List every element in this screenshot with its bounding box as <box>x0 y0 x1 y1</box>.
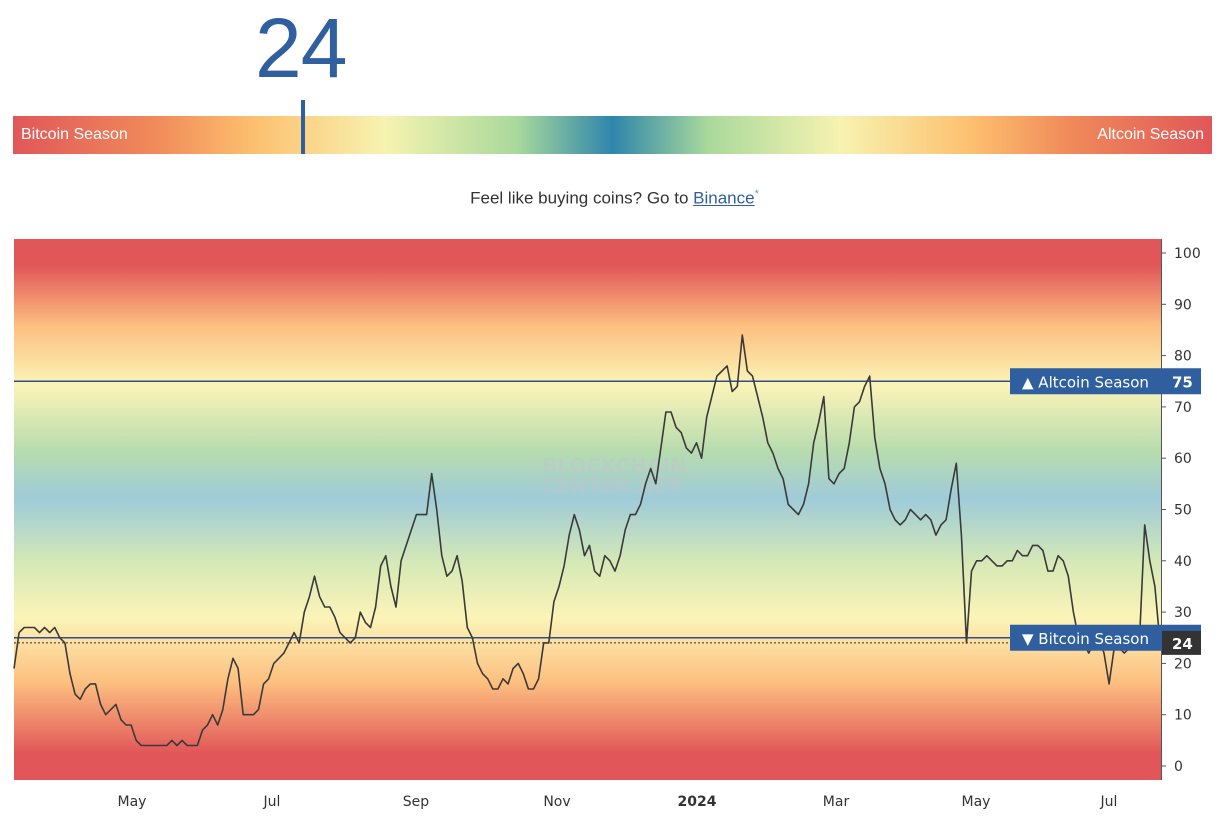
y-tick-label: 70 <box>1174 400 1192 416</box>
y-tick-label: 20 <box>1174 656 1192 672</box>
gauge-current-marker <box>301 100 305 154</box>
x-tick-label: Jul <box>1100 794 1118 810</box>
threshold-tag-box <box>1010 368 1201 395</box>
y-tick-label: 10 <box>1174 708 1192 724</box>
chart-background <box>14 239 1161 780</box>
x-tick-label: May <box>118 794 147 810</box>
current-index-value: 24 <box>255 1 347 95</box>
watermark-line: CENTER.NET <box>542 474 682 498</box>
gauge-label-altcoin-season: Altcoin Season <box>1097 126 1204 143</box>
current-value-tag: 24 <box>1162 630 1201 655</box>
threshold-tag-label: ▼ Bitcoin Season <box>1022 630 1149 648</box>
watermark-line: BLOCKCHAIN <box>542 454 687 478</box>
series-line <box>13 334 1161 747</box>
x-tick-label: Jul <box>263 794 281 810</box>
gauge-label-bitcoin-season: Bitcoin Season <box>21 126 128 143</box>
y-tick-label: 30 <box>1174 605 1192 621</box>
y-tick-label: 80 <box>1174 349 1192 365</box>
y-tick-label: 0 <box>1174 759 1183 775</box>
y-tick-label: 100 <box>1174 246 1201 262</box>
x-tick-label: Mar <box>823 794 850 810</box>
promo-prefix: Feel like buying coins? Go to <box>470 188 694 208</box>
threshold-tag: ▲ Altcoin Season 75 <box>1010 368 1201 395</box>
y-tick-label: 90 <box>1174 297 1192 313</box>
y-tick-label: 50 <box>1174 503 1192 519</box>
y-tick-label: 60 <box>1174 451 1192 467</box>
current-value-tag-box <box>1162 630 1201 655</box>
promo-text: Feel like buying coins? Go to Binance* <box>0 188 1229 209</box>
binance-link[interactable]: Binance <box>693 188 755 208</box>
current-value-tag-label: 24 <box>1172 635 1193 653</box>
x-tick-label: May <box>962 794 991 810</box>
x-tick-label: Sep <box>403 794 430 810</box>
x-tick-label: Nov <box>543 794 570 810</box>
threshold-tag-value: 75 <box>1172 373 1193 391</box>
y-tick-label: 40 <box>1174 554 1192 570</box>
promo-asterisk: * <box>754 188 759 200</box>
threshold-tag-label: ▲ Altcoin Season <box>1022 373 1149 391</box>
x-tick-label: 2024 <box>678 794 717 810</box>
season-gauge-bar: Bitcoin Season Altcoin Season <box>13 116 1212 154</box>
